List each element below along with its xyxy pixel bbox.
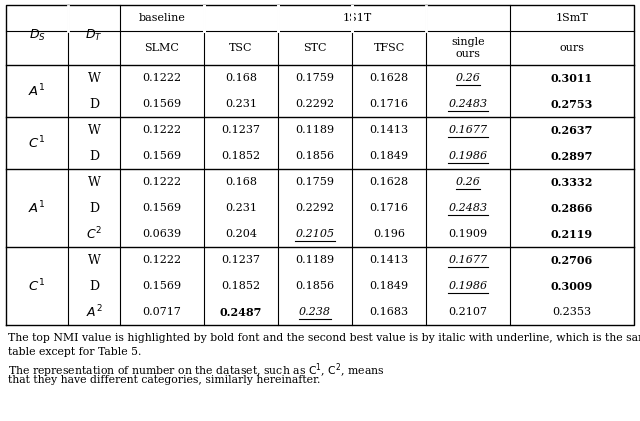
- Text: 0.3332: 0.3332: [551, 176, 593, 187]
- Text: 0.2897: 0.2897: [551, 150, 593, 162]
- Text: TSC: TSC: [229, 43, 253, 53]
- Text: 0.1759: 0.1759: [296, 177, 335, 187]
- Text: 1S1T: 1S1T: [342, 13, 372, 23]
- Text: that they have different categories, similarly hereinafter.: that they have different categories, sim…: [8, 375, 321, 385]
- Text: 0.1628: 0.1628: [369, 73, 408, 83]
- Text: 0.1569: 0.1569: [143, 203, 182, 213]
- Text: 0.1569: 0.1569: [143, 281, 182, 291]
- Text: 0.238: 0.238: [299, 307, 331, 317]
- Text: $\mathit{C}^{1}$: $\mathit{C}^{1}$: [28, 135, 45, 151]
- Text: 0.1628: 0.1628: [369, 177, 408, 187]
- Text: 0.168: 0.168: [225, 177, 257, 187]
- Text: $\mathit{C}^{1}$: $\mathit{C}^{1}$: [28, 278, 45, 294]
- Text: 0.168: 0.168: [225, 73, 257, 83]
- Text: $\mathit{A}^{1}$: $\mathit{A}^{1}$: [28, 200, 46, 216]
- Text: TFSC: TFSC: [373, 43, 404, 53]
- Text: D: D: [89, 202, 99, 215]
- Text: table except for Table 5.: table except for Table 5.: [8, 347, 141, 357]
- Text: 0.1716: 0.1716: [369, 99, 408, 109]
- Text: SLMC: SLMC: [145, 43, 179, 53]
- Text: 0.1849: 0.1849: [369, 281, 408, 291]
- Text: single
ours: single ours: [451, 37, 485, 59]
- Text: 0.1222: 0.1222: [143, 177, 182, 187]
- Text: $\mathit{A}^{2}$: $\mathit{A}^{2}$: [86, 304, 102, 320]
- Text: 0.2483: 0.2483: [449, 99, 488, 109]
- Text: 0.196: 0.196: [373, 229, 405, 239]
- Text: STC: STC: [303, 43, 327, 53]
- Text: 0.2753: 0.2753: [551, 99, 593, 109]
- Text: 0.1222: 0.1222: [143, 73, 182, 83]
- Text: $\mathit{C}^{2}$: $\mathit{C}^{2}$: [86, 226, 102, 242]
- Text: 0.2706: 0.2706: [551, 255, 593, 266]
- Text: 0.1986: 0.1986: [449, 151, 488, 161]
- Text: 0.1909: 0.1909: [449, 229, 488, 239]
- Text: 0.1189: 0.1189: [296, 255, 335, 265]
- Text: 0.2119: 0.2119: [551, 229, 593, 240]
- Text: 0.1189: 0.1189: [296, 125, 335, 135]
- Text: 0.1237: 0.1237: [221, 125, 260, 135]
- Text: 0.2866: 0.2866: [551, 203, 593, 213]
- Text: D: D: [89, 149, 99, 163]
- Text: D: D: [89, 280, 99, 293]
- Text: W: W: [88, 72, 100, 85]
- Text: 0.26: 0.26: [456, 177, 481, 187]
- Text: 0.2292: 0.2292: [296, 99, 335, 109]
- Text: 0.231: 0.231: [225, 203, 257, 213]
- Text: 0.0717: 0.0717: [143, 307, 181, 317]
- Text: ours: ours: [559, 43, 584, 53]
- Text: W: W: [88, 123, 100, 136]
- Text: 0.1852: 0.1852: [221, 151, 260, 161]
- Text: 0.1856: 0.1856: [296, 281, 335, 291]
- Text: 0.2292: 0.2292: [296, 203, 335, 213]
- Text: 0.204: 0.204: [225, 229, 257, 239]
- Text: 0.26: 0.26: [456, 73, 481, 83]
- Text: W: W: [88, 253, 100, 266]
- Text: 0.3009: 0.3009: [551, 280, 593, 291]
- Text: 0.1677: 0.1677: [449, 125, 488, 135]
- Text: $D_T$: $D_T$: [85, 27, 103, 43]
- Text: D: D: [89, 98, 99, 110]
- Text: 0.1222: 0.1222: [143, 255, 182, 265]
- Text: 0.1677: 0.1677: [449, 255, 488, 265]
- Text: 1SmT: 1SmT: [556, 13, 588, 23]
- Text: 0.1852: 0.1852: [221, 281, 260, 291]
- Text: 0.1237: 0.1237: [221, 255, 260, 265]
- Text: 0.1683: 0.1683: [369, 307, 408, 317]
- Text: 0.1716: 0.1716: [369, 203, 408, 213]
- Text: $D_S$: $D_S$: [29, 27, 45, 43]
- Text: 0.1222: 0.1222: [143, 125, 182, 135]
- Text: 0.2353: 0.2353: [552, 307, 591, 317]
- Text: 0.0639: 0.0639: [143, 229, 182, 239]
- Text: $\mathit{A}^{1}$: $\mathit{A}^{1}$: [28, 83, 46, 99]
- Text: 0.1759: 0.1759: [296, 73, 335, 83]
- Text: 0.1569: 0.1569: [143, 99, 182, 109]
- Text: 0.231: 0.231: [225, 99, 257, 109]
- Text: 0.2105: 0.2105: [296, 229, 335, 239]
- Text: The top NMI value is highlighted by bold font and the second best value is by it: The top NMI value is highlighted by bold…: [8, 333, 640, 343]
- Text: W: W: [88, 176, 100, 189]
- Text: 0.1986: 0.1986: [449, 281, 488, 291]
- Text: baseline: baseline: [139, 13, 186, 23]
- Text: 0.1413: 0.1413: [369, 125, 408, 135]
- Text: 0.1856: 0.1856: [296, 151, 335, 161]
- Text: 0.2637: 0.2637: [551, 125, 593, 136]
- Text: The representation of number on the dataset, such as $\mathrm{C}^1$, $\mathrm{C}: The representation of number on the data…: [8, 361, 385, 380]
- Text: 0.2487: 0.2487: [220, 306, 262, 317]
- Text: 0.3011: 0.3011: [551, 72, 593, 83]
- Text: 0.1569: 0.1569: [143, 151, 182, 161]
- Text: 0.2107: 0.2107: [449, 307, 488, 317]
- Text: 0.1413: 0.1413: [369, 255, 408, 265]
- Text: 0.2483: 0.2483: [449, 203, 488, 213]
- Text: 0.1849: 0.1849: [369, 151, 408, 161]
